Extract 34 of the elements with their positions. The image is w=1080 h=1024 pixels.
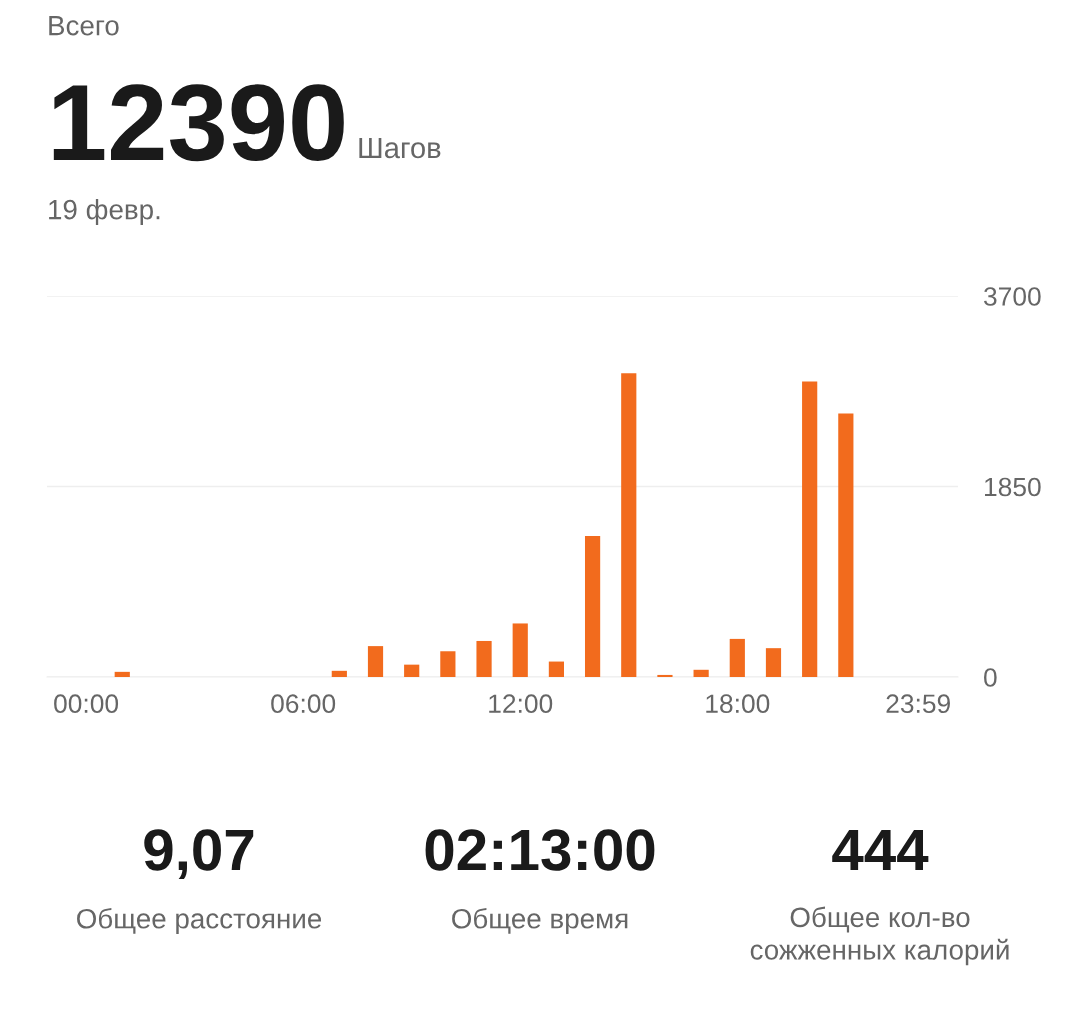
bar [404, 664, 420, 677]
text: 02:13:00 [425, 829, 655, 871]
text: 19 февр. [49, 199, 160, 225]
x-tick-label: 06:00 [271, 694, 336, 714]
x-tick-label: 18:00 [706, 694, 770, 714]
bar [693, 669, 709, 677]
y-tick-label: 1850 [985, 477, 1041, 497]
bar [331, 670, 347, 677]
y-tick-label: 3700 [984, 287, 1041, 306]
y-tick-label: 0 [984, 668, 997, 687]
text: 9,07 [144, 829, 254, 880]
bar [838, 413, 854, 677]
text: 444 [832, 829, 929, 871]
bar [367, 646, 384, 677]
chart-title: Всего [49, 16, 119, 36]
text: Общее расстояние [77, 907, 322, 935]
x-tick-label: 00:00 [54, 694, 119, 714]
text: Шагов [359, 137, 441, 159]
bar [512, 623, 528, 677]
text: Общее кол-во сожженных калорий [750, 906, 1009, 966]
x-tick-label: 12:00 [489, 694, 553, 714]
bar [802, 381, 818, 677]
bar [440, 651, 456, 677]
text: Общее время [452, 907, 628, 935]
x-tick-label: 23:59 [886, 694, 950, 714]
bar [729, 638, 745, 677]
bar [548, 661, 565, 677]
text: 12390 [53, 84, 344, 162]
bar [114, 671, 130, 677]
bar [621, 373, 637, 677]
bar [584, 535, 601, 677]
bar [476, 640, 492, 677]
bar [657, 674, 673, 677]
bar [765, 648, 782, 677]
